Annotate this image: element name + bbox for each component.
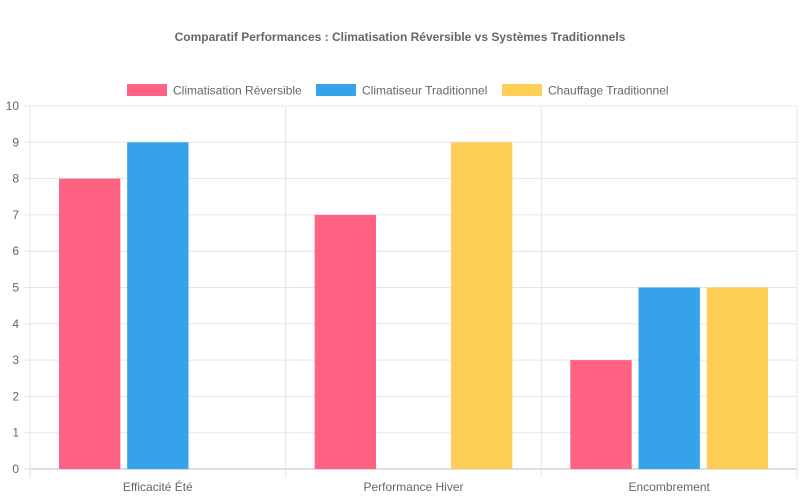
y-tick-label-3: 3 [12,353,19,367]
y-tick-label-8: 8 [12,172,19,186]
y-tick-label-10: 10 [6,99,20,113]
legend-item-climatiseur-traditionnel[interactable]: Climatiseur Traditionnel [316,84,487,98]
bar-series1-cat0[interactable] [127,142,189,470]
y-tick-label-7: 7 [12,208,19,222]
legend-label-climatisation-reversible: Climatisation Réversible [173,84,302,98]
chart-title: Comparatif Performances : Climatisation … [175,30,626,44]
bar-series0-cat1[interactable] [314,214,377,469]
y-tick-label-9: 9 [12,135,19,149]
legend-label-climatiseur-traditionnel: Climatiseur Traditionnel [362,84,487,98]
legend-swatch-climatiseur-traditionnel [316,84,356,96]
x-tick-label-0: Efficacité Été [123,479,193,494]
legend: Climatisation Réversible Climatiseur Tra… [127,84,669,98]
y-axis-ticks: 0 1 2 3 4 5 6 7 8 9 10 [6,99,20,476]
legend-item-climatisation-reversible[interactable]: Climatisation Réversible [127,84,302,98]
bar-series0-cat2[interactable] [570,360,632,469]
y-tick-label-1: 1 [12,426,19,440]
x-tick-label-1: Performance Hiver [363,480,463,494]
legend-item-chauffage-traditionnel[interactable]: Chauffage Traditionnel [502,84,669,98]
x-tick-label-2: Encombrement [628,480,710,494]
legend-swatch-chauffage-traditionnel [502,84,542,96]
y-tick-label-6: 6 [12,244,19,258]
bar-series2-cat1[interactable] [450,142,513,470]
y-tick-label-0: 0 [12,462,19,476]
bar-series2-cat2[interactable] [706,287,769,470]
y-tick-label-5: 5 [12,281,19,295]
x-axis-ticks: Efficacité Été Performance Hiver Encombrem… [123,479,711,494]
y-tick-label-4: 4 [12,317,19,331]
bar-series0-cat0[interactable] [58,178,121,469]
bar-series1-cat2[interactable] [638,287,700,470]
bars [58,142,769,470]
legend-swatch-climatisation-reversible [127,84,167,96]
legend-label-chauffage-traditionnel: Chauffage Traditionnel [548,84,669,98]
y-tick-label-2: 2 [12,389,19,403]
